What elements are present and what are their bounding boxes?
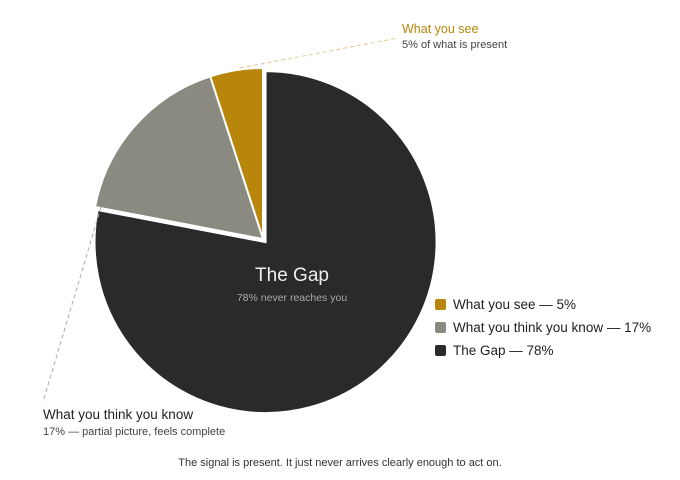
center-sublabel: 78% never reaches you	[236, 292, 348, 304]
center-label: The Gap	[255, 265, 329, 286]
legend-swatch	[435, 322, 446, 333]
legend-label: What you think you know — 17%	[453, 320, 652, 335]
legend: What you see — 5% What you think you kno…	[435, 293, 651, 362]
leader-line-see	[239, 37, 399, 69]
annotation-see-title: What you see	[402, 22, 479, 36]
legend-swatch	[435, 299, 446, 310]
pie-slice-what-you-think-you-know	[93, 75, 265, 241]
legend-label: The Gap — 78%	[453, 343, 554, 358]
caption: The signal is present. It just never arr…	[178, 457, 502, 469]
legend-item-gap: The Gap — 78%	[435, 339, 651, 362]
legend-label: What you see — 5%	[453, 297, 577, 312]
legend-item-know: What you think you know — 17%	[435, 316, 651, 339]
annotation-know-title: What you think you know	[43, 407, 194, 422]
legend-swatch	[435, 345, 446, 356]
pie-slice-the-gap	[93, 70, 438, 415]
annotation-see-text: 5% of what is present	[402, 39, 508, 51]
legend-item-see: What you see — 5%	[435, 293, 651, 316]
leader-line-know	[42, 206, 102, 403]
annotation-know-text: 17% — partial picture, feels complete	[43, 426, 226, 438]
